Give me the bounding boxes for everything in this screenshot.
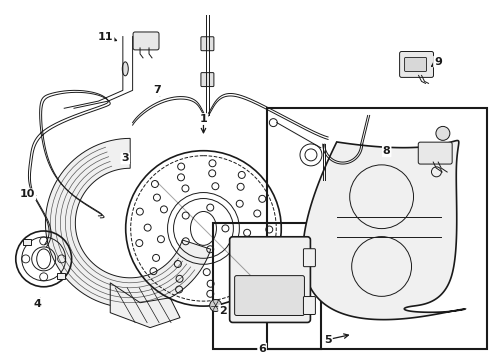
Polygon shape bbox=[303, 140, 466, 320]
FancyBboxPatch shape bbox=[201, 37, 214, 51]
Text: 6: 6 bbox=[258, 343, 266, 354]
FancyBboxPatch shape bbox=[400, 51, 434, 77]
FancyBboxPatch shape bbox=[303, 249, 316, 267]
FancyBboxPatch shape bbox=[230, 237, 310, 323]
Text: 8: 8 bbox=[383, 146, 391, 156]
FancyBboxPatch shape bbox=[23, 239, 31, 245]
FancyBboxPatch shape bbox=[303, 297, 316, 315]
Text: 9: 9 bbox=[434, 57, 442, 67]
Text: 10: 10 bbox=[20, 189, 35, 199]
FancyBboxPatch shape bbox=[405, 58, 426, 71]
Text: 1: 1 bbox=[199, 114, 207, 124]
Text: 3: 3 bbox=[122, 153, 129, 163]
FancyBboxPatch shape bbox=[418, 142, 452, 164]
Polygon shape bbox=[110, 283, 180, 328]
FancyBboxPatch shape bbox=[235, 276, 304, 315]
Circle shape bbox=[431, 151, 442, 163]
Ellipse shape bbox=[122, 62, 128, 76]
FancyBboxPatch shape bbox=[133, 32, 159, 50]
Ellipse shape bbox=[339, 148, 347, 164]
Polygon shape bbox=[46, 138, 211, 308]
Text: 7: 7 bbox=[153, 85, 161, 95]
Circle shape bbox=[436, 126, 450, 140]
Text: 4: 4 bbox=[33, 299, 41, 309]
FancyBboxPatch shape bbox=[57, 273, 65, 279]
FancyBboxPatch shape bbox=[201, 73, 214, 86]
Bar bbox=[267, 108, 487, 348]
Text: 11: 11 bbox=[98, 32, 114, 41]
Text: 2: 2 bbox=[219, 306, 227, 316]
Circle shape bbox=[210, 300, 221, 311]
Bar bbox=[213, 223, 321, 348]
Text: 5: 5 bbox=[324, 334, 332, 345]
